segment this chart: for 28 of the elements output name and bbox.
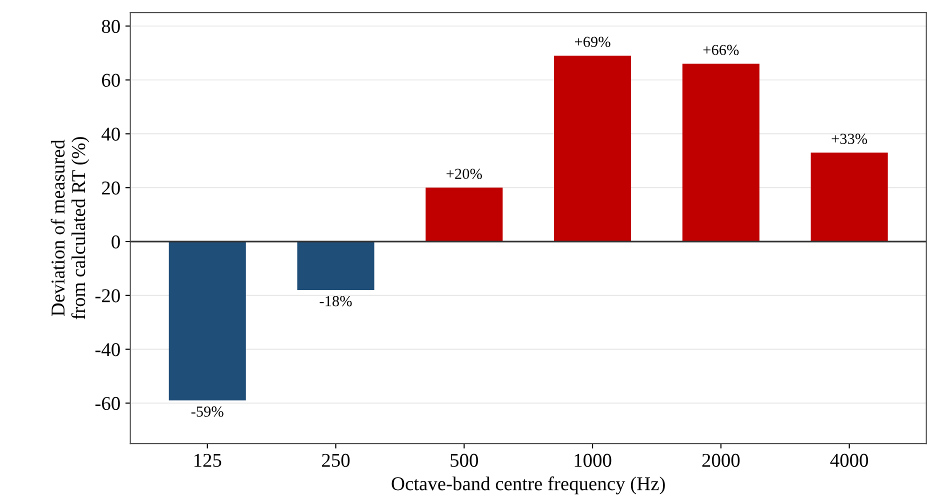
y-tick-label: -40	[95, 343, 120, 356]
bar	[168, 242, 246, 400]
x-axis-title: Octave-band centre frequency (Hz)	[392, 476, 665, 494]
bar	[554, 56, 632, 242]
bar	[426, 188, 503, 242]
bar	[810, 152, 888, 242]
bar	[682, 64, 760, 242]
x-tick-label: 2000	[702, 454, 740, 467]
data-label: +66%	[703, 44, 739, 56]
x-tick-label: 1000	[574, 454, 612, 467]
y-tick-label: 0	[112, 235, 120, 248]
x-tick-label: 4000	[830, 454, 868, 467]
y-tick-label: 40	[102, 128, 120, 141]
y-tick-label: -20	[95, 289, 120, 302]
data-label: -59%	[191, 406, 224, 417]
x-tick-label: 125	[194, 454, 222, 467]
data-label: +33%	[832, 134, 868, 144]
data-label: +69%	[574, 36, 610, 48]
y-tick-label: 20	[102, 181, 120, 195]
bar	[297, 242, 374, 290]
y-axis-title: Deviation of measured from calculated RT (%)	[50, 137, 90, 320]
data-label: +20%	[446, 168, 482, 180]
x-tick-label: 250	[322, 454, 350, 467]
x-tick-label: 500	[450, 454, 478, 467]
y-tick-label: 80	[102, 20, 120, 34]
data-label: -18%	[320, 296, 352, 306]
y-tick-label: -60	[95, 396, 120, 410]
y-tick-label: 60	[102, 74, 120, 87]
